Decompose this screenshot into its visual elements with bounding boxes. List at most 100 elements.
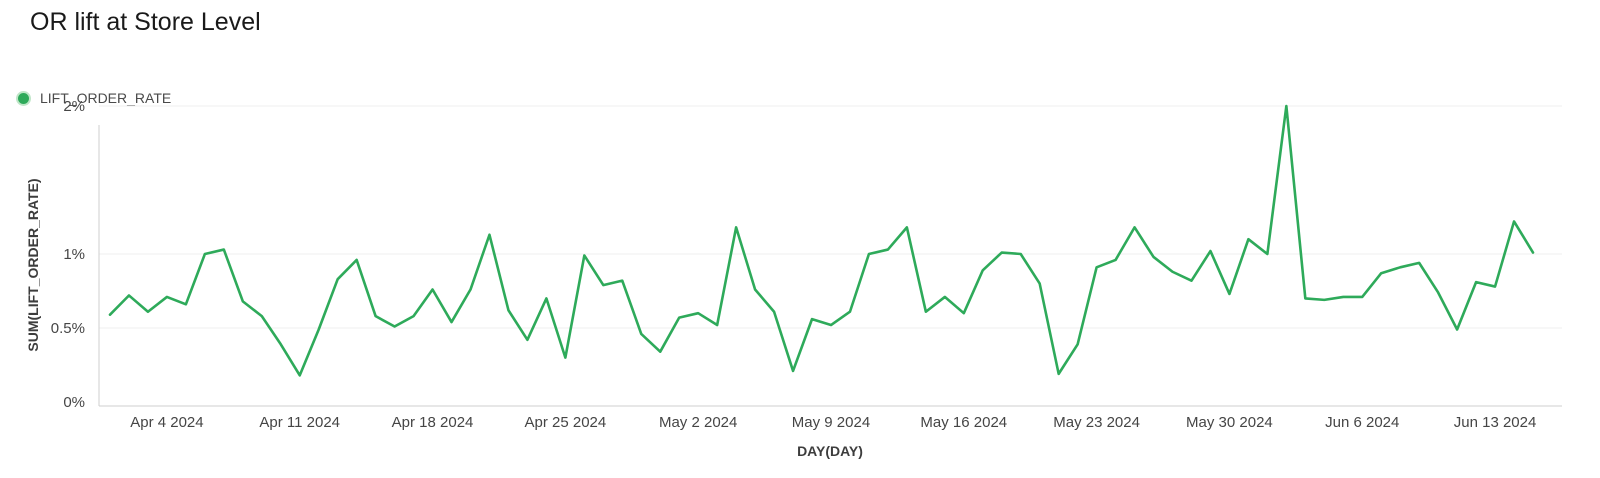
data-point[interactable] xyxy=(1397,264,1403,270)
data-point[interactable] xyxy=(619,278,625,284)
series-line-lift-order-rate[interactable] xyxy=(108,104,1535,377)
data-point[interactable] xyxy=(600,282,606,288)
data-point[interactable] xyxy=(259,313,265,319)
data-point[interactable] xyxy=(733,224,739,230)
data-point[interactable] xyxy=(449,319,455,325)
data-point[interactable] xyxy=(240,298,246,304)
x-tick-label: Apr 25 2024 xyxy=(524,414,606,431)
data-point[interactable] xyxy=(847,309,853,315)
data-point[interactable] xyxy=(1416,260,1422,266)
x-axis-title: DAY(DAY) xyxy=(797,443,863,459)
data-point[interactable] xyxy=(1435,289,1441,295)
data-point[interactable] xyxy=(1340,294,1346,300)
data-point[interactable] xyxy=(1473,279,1479,285)
data-point[interactable] xyxy=(202,251,208,257)
data-point[interactable] xyxy=(1056,371,1062,377)
data-point[interactable] xyxy=(524,337,530,343)
data-point[interactable] xyxy=(1226,291,1232,297)
data-point[interactable] xyxy=(1188,278,1194,284)
data-point[interactable] xyxy=(354,257,360,263)
gridlines xyxy=(99,105,1562,329)
data-point[interactable] xyxy=(657,349,663,355)
data-point[interactable] xyxy=(1075,341,1081,347)
data-point[interactable] xyxy=(221,247,227,253)
data-point[interactable] xyxy=(183,301,189,307)
data-point[interactable] xyxy=(1359,294,1365,300)
data-point[interactable] xyxy=(809,316,815,322)
legend[interactable]: LIFT_ORDER_RATE xyxy=(16,90,171,106)
data-point[interactable] xyxy=(164,294,170,300)
data-point[interactable] xyxy=(145,309,151,315)
x-tick-label: May 30 2024 xyxy=(1186,414,1273,431)
data-point[interactable] xyxy=(411,313,417,319)
data-point[interactable] xyxy=(1264,251,1270,257)
y-tick-label: 1% xyxy=(63,246,85,263)
data-point[interactable] xyxy=(676,315,682,321)
data-point[interactable] xyxy=(335,276,341,282)
data-point[interactable] xyxy=(942,294,948,300)
data-point[interactable] xyxy=(866,251,872,257)
x-tick-label: May 23 2024 xyxy=(1053,414,1140,431)
data-point[interactable] xyxy=(752,287,758,293)
data-point[interactable] xyxy=(1454,326,1460,332)
data-point[interactable] xyxy=(1245,236,1251,242)
data-point[interactable] xyxy=(467,287,473,293)
data-point[interactable] xyxy=(1094,264,1100,270)
data-point[interactable] xyxy=(430,287,436,293)
data-point[interactable] xyxy=(771,309,777,315)
x-tick-label: Apr 18 2024 xyxy=(392,414,474,431)
y-tick-label: 0.5% xyxy=(51,320,85,337)
y-axis-title: SUM(LIFT_ORDER_RATE) xyxy=(25,178,41,351)
x-tick-labels: Apr 4 2024 Apr 11 2024 Apr 18 2024 Apr 25 2… xyxy=(130,414,1536,431)
data-point[interactable] xyxy=(126,292,132,298)
data-point[interactable] xyxy=(1037,281,1043,287)
data-point[interactable] xyxy=(278,341,284,347)
data-point[interactable] xyxy=(1151,254,1157,260)
data-point[interactable] xyxy=(373,313,379,319)
data-point[interactable] xyxy=(297,372,303,378)
data-point[interactable] xyxy=(638,331,644,337)
data-point[interactable] xyxy=(1378,270,1384,276)
x-tick-label: Jun 13 2024 xyxy=(1454,414,1537,431)
data-point[interactable] xyxy=(1207,248,1213,254)
x-tick-label: May 16 2024 xyxy=(920,414,1007,431)
data-point[interactable] xyxy=(1302,295,1308,301)
data-point[interactable] xyxy=(1132,224,1138,230)
x-tick-label: May 9 2024 xyxy=(792,414,870,431)
data-point[interactable] xyxy=(543,295,549,301)
x-tick-label: Jun 6 2024 xyxy=(1325,414,1399,431)
data-point[interactable] xyxy=(392,324,398,330)
data-point[interactable] xyxy=(904,224,910,230)
data-point[interactable] xyxy=(1511,218,1517,224)
y-tick-labels: 0% 0.5% 1% 2% xyxy=(51,98,85,411)
data-point[interactable] xyxy=(695,310,701,316)
x-tick-label: May 2 2024 xyxy=(659,414,737,431)
data-point[interactable] xyxy=(961,310,967,316)
data-point[interactable] xyxy=(885,247,891,253)
data-point[interactable] xyxy=(581,252,587,258)
data-point[interactable] xyxy=(790,368,796,374)
data-point[interactable] xyxy=(923,309,929,315)
data-point[interactable] xyxy=(980,267,986,273)
data-point[interactable] xyxy=(1170,269,1176,275)
data-point[interactable] xyxy=(1018,251,1024,257)
chart-title: OR lift at Store Level xyxy=(30,8,261,36)
data-point[interactable] xyxy=(316,326,322,332)
x-tick-label: Apr 11 2024 xyxy=(259,414,340,431)
data-point[interactable] xyxy=(107,312,113,318)
data-point[interactable] xyxy=(999,250,1005,256)
data-point[interactable] xyxy=(1321,297,1327,303)
legend-marker-icon xyxy=(16,90,31,106)
x-tick-label: Apr 4 2024 xyxy=(130,414,203,431)
data-point[interactable] xyxy=(505,307,511,313)
data-point[interactable] xyxy=(1113,257,1119,263)
legend-label: LIFT_ORDER_RATE xyxy=(40,90,172,106)
data-point[interactable] xyxy=(714,322,720,328)
data-point[interactable] xyxy=(1283,103,1289,109)
data-point[interactable] xyxy=(828,322,834,328)
data-point[interactable] xyxy=(562,355,568,361)
data-point[interactable] xyxy=(1530,250,1536,256)
data-point[interactable] xyxy=(486,232,492,238)
data-point[interactable] xyxy=(1492,284,1498,290)
